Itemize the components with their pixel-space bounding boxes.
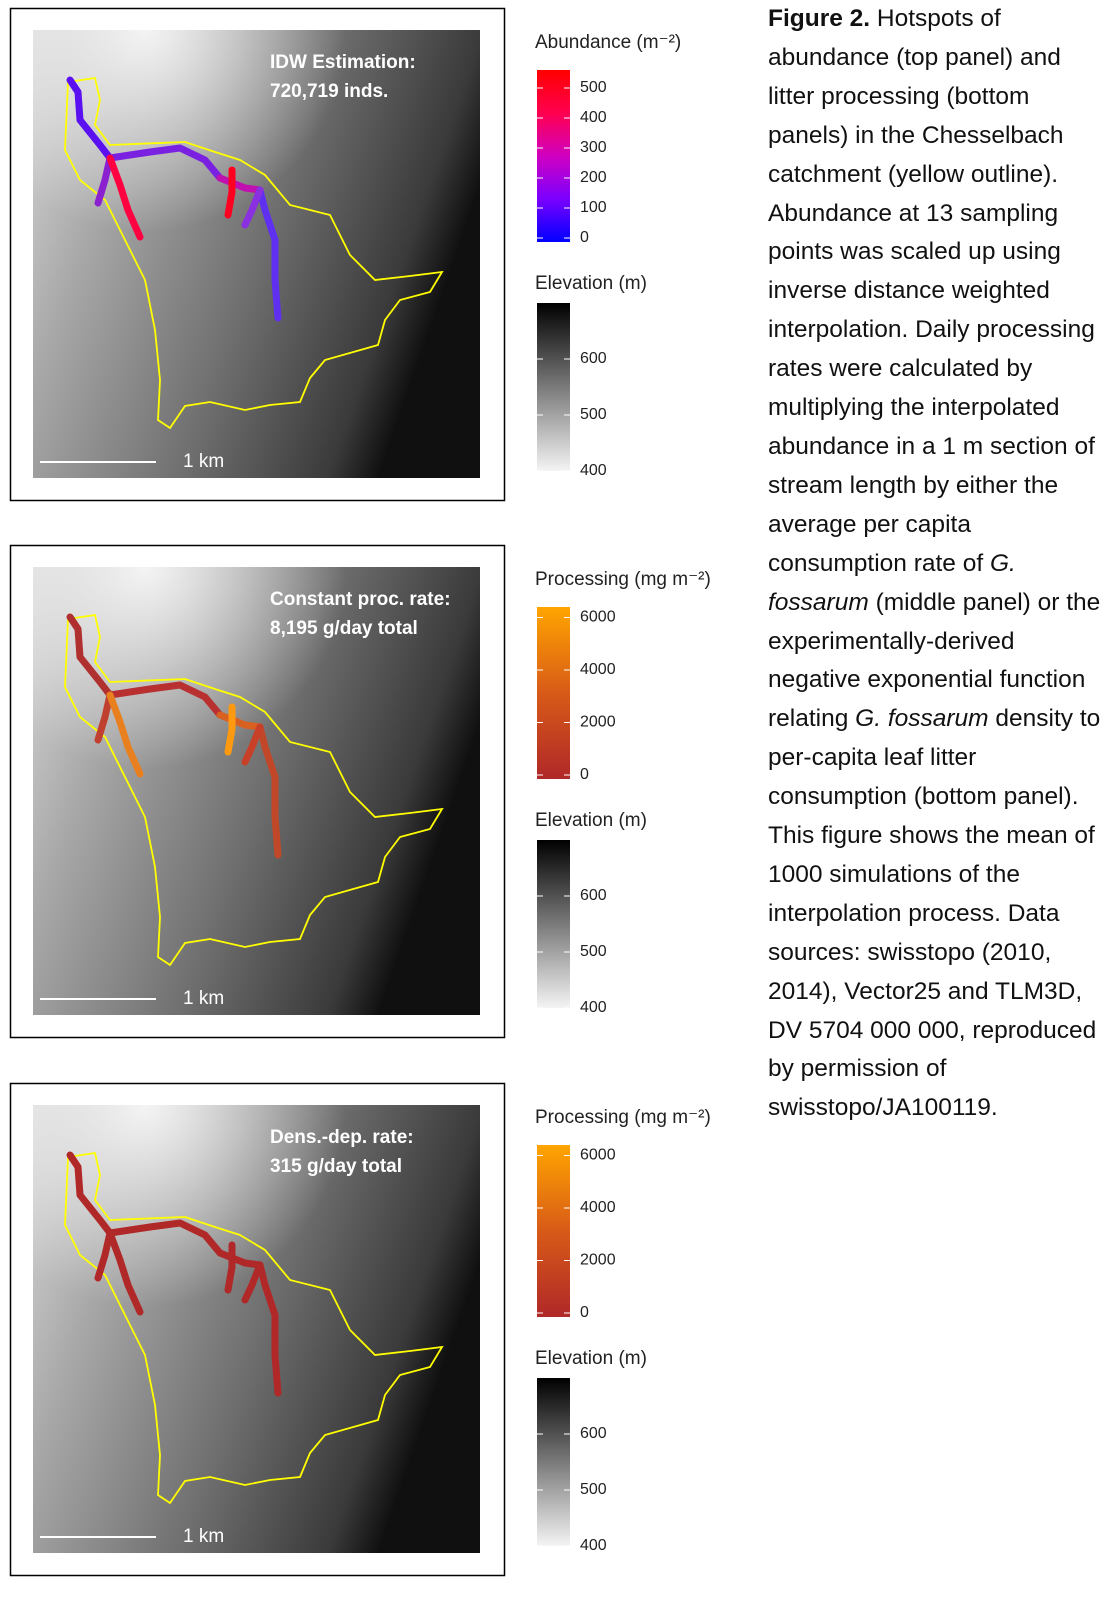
colorbar-tick-label: 600 <box>580 1425 607 1442</box>
annotation: 8,195 g/day total <box>270 618 418 639</box>
annotation: Dens.-dep. rate: <box>270 1127 414 1148</box>
caption-label: Figure 2. <box>768 5 870 32</box>
colorbar-tick-label: 300 <box>580 139 607 156</box>
colorbar-tick-label: 500 <box>580 406 607 423</box>
legend-title: Abundance (m⁻²) <box>535 32 681 53</box>
colorbar-tick-label: 500 <box>580 79 607 96</box>
scale-label: 1 km <box>183 1526 224 1547</box>
colorbar-tick-label: 6000 <box>580 1147 616 1164</box>
legend-title: Processing (mg m⁻²) <box>535 1107 711 1128</box>
colorbar <box>537 840 570 1008</box>
caption: Figure 2. Hotspots of abundance (top pan… <box>768 0 1106 1128</box>
legend-title: Elevation (m) <box>535 810 647 831</box>
colorbar-tick-label: 0 <box>580 1304 589 1321</box>
colorbar-tick-label: 2000 <box>580 714 616 731</box>
colorbar-tick-label: 400 <box>580 462 607 479</box>
annotation: Constant proc. rate: <box>270 589 451 610</box>
colorbar <box>537 1378 570 1546</box>
colorbar-tick-label: 600 <box>580 350 607 367</box>
colorbar-tick-label: 0 <box>580 229 589 246</box>
stream <box>228 1245 232 1290</box>
colorbar <box>537 607 570 779</box>
scale-label: 1 km <box>183 451 224 472</box>
page: IDW Estimation: 720,719 inds. 1 km Abundanc… <box>0 0 1112 1622</box>
colorbar-tick-label: 0 <box>580 766 589 783</box>
colorbar-tick-label: 500 <box>580 943 607 960</box>
colorbar-tick-label: 200 <box>580 169 607 186</box>
colorbar-tick-label: 4000 <box>580 1199 616 1216</box>
stream <box>228 170 232 215</box>
colorbar-tick-label: 2000 <box>580 1252 616 1269</box>
figure: IDW Estimation: 720,719 inds. 1 km Abundanc… <box>0 0 760 1622</box>
legend-title: Elevation (m) <box>535 1348 647 1369</box>
colorbar-tick-label: 6000 <box>580 609 616 626</box>
caption-text: density to per-capita leaf litter consum… <box>768 705 1100 1121</box>
colorbar-tick-label: 400 <box>580 1537 607 1554</box>
panel: IDW Estimation: 720,719 inds. 1 km Abundanc… <box>11 9 682 501</box>
colorbar <box>537 1145 570 1317</box>
colorbar-tick-label: 400 <box>580 999 607 1016</box>
legend-title: Elevation (m) <box>535 273 647 294</box>
annotation: IDW Estimation: <box>270 52 416 73</box>
colorbar-tick-label: 500 <box>580 1481 607 1498</box>
colorbar <box>537 303 570 471</box>
legend-title: Processing (mg m⁻²) <box>535 569 711 590</box>
caption-text: Hotspots of abundance (top panel) and li… <box>768 5 1095 577</box>
caption-text: G. fossarum <box>855 705 988 732</box>
scale-label: 1 km <box>183 988 224 1009</box>
colorbar-tick-label: 600 <box>580 887 607 904</box>
annotation: 720,719 inds. <box>270 81 388 102</box>
panel: Constant proc. rate: 8,195 g/day total 1 k… <box>11 546 711 1038</box>
stream <box>228 707 232 752</box>
colorbar <box>537 70 570 242</box>
colorbar-tick-label: 4000 <box>580 661 616 678</box>
colorbar-tick-label: 400 <box>580 109 607 126</box>
panel: Dens.-dep. rate: 315 g/day total 1 km Proce… <box>11 1084 711 1576</box>
annotation: 315 g/day total <box>270 1156 402 1177</box>
colorbar-tick-label: 100 <box>580 199 607 216</box>
